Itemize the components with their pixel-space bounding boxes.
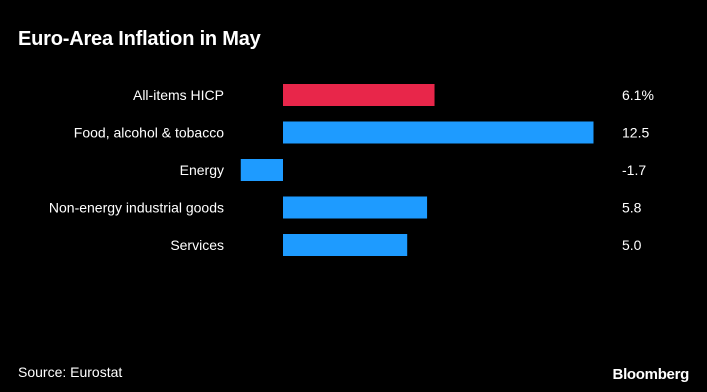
bar <box>283 121 594 144</box>
category-label: Services <box>170 237 224 253</box>
category-label: All-items HICP <box>133 87 224 103</box>
source-note: Source: Eurostat <box>18 364 123 380</box>
category-label: Energy <box>180 162 224 178</box>
value-label: 5.0 <box>622 237 642 253</box>
bar <box>283 234 408 256</box>
chart-title: Euro-Area Inflation in May <box>18 28 261 50</box>
value-label: -1.7 <box>622 162 646 178</box>
value-label: 5.8 <box>622 200 642 216</box>
bar <box>283 196 428 219</box>
brand-logo: Bloomberg <box>612 366 690 383</box>
value-label: 12.5 <box>622 125 649 141</box>
bar <box>283 84 435 106</box>
category-label: Non-energy industrial goods <box>49 200 224 216</box>
bar <box>240 159 283 181</box>
value-label: 6.1% <box>622 87 654 103</box>
category-label: Food, alcohol & tobacco <box>74 125 224 141</box>
